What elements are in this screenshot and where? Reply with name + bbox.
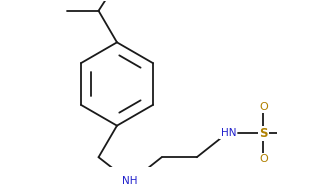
Text: O: O	[259, 102, 268, 112]
Text: O: O	[259, 154, 268, 164]
Text: S: S	[259, 127, 268, 140]
Text: NH: NH	[122, 176, 138, 185]
Text: HN: HN	[221, 128, 236, 138]
